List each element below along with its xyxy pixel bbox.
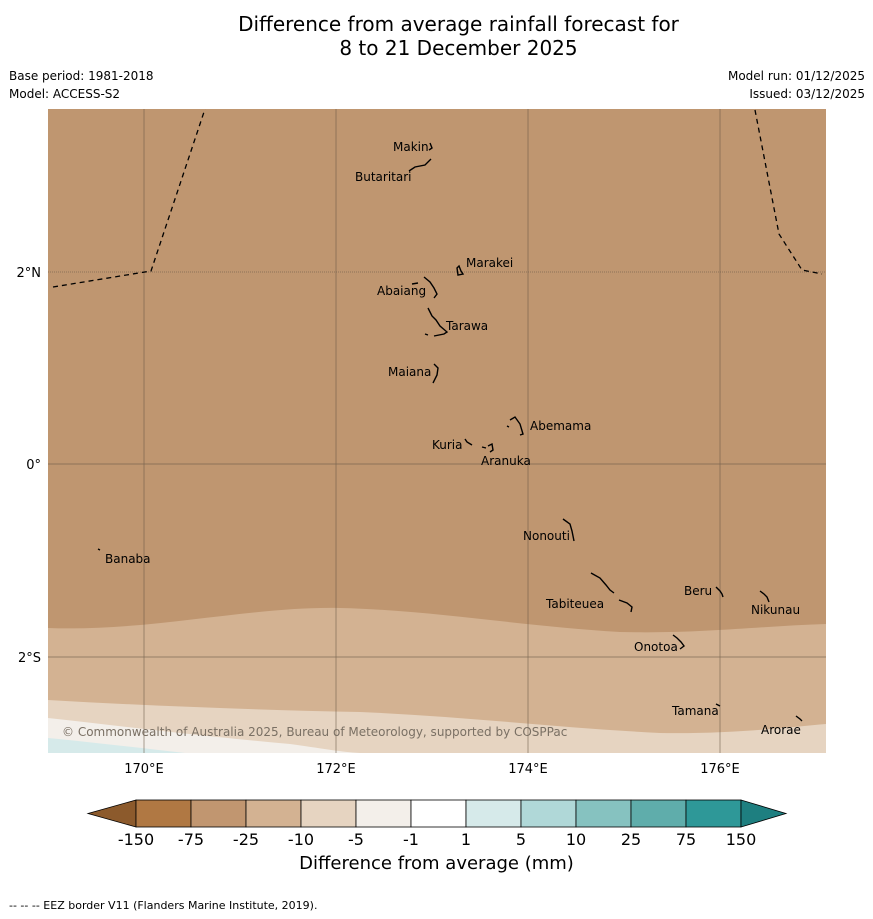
map-title: Difference from average rainfall forecas… xyxy=(0,12,873,60)
model-name: Model: ACCESS-S2 xyxy=(9,87,121,101)
field-wet xyxy=(48,738,185,753)
label-banaba: Banaba xyxy=(105,552,151,566)
colorbar-segment xyxy=(300,799,357,828)
colorbar-segment xyxy=(245,799,302,828)
colorbar-tick: -75 xyxy=(178,830,204,849)
model-run: Model run: 01/12/2025 xyxy=(727,69,865,83)
meta-left: Base period: 1981-2018 Model: ACCESS-S2 xyxy=(9,69,154,105)
meta-right: Model run: 01/12/2025 Issued: 03/12/2025 xyxy=(728,69,865,105)
label-maiana: Maiana xyxy=(388,365,431,379)
colorbar-tick: -5 xyxy=(348,830,364,849)
place-labels: Makin Butaritari Marakei Abaiang Tarawa … xyxy=(105,140,801,737)
lon-tick-174: 174°E xyxy=(508,762,548,777)
field-band-3 xyxy=(48,718,360,753)
colorbar-segment xyxy=(355,799,412,828)
lat-tick-2n: 2°N xyxy=(17,266,42,281)
colorbar-tick: -1 xyxy=(403,830,419,849)
colorbar-tick: 10 xyxy=(566,830,586,849)
colorbar-segment xyxy=(520,799,577,828)
title-line-2: 8 to 21 December 2025 xyxy=(339,36,578,60)
eez-border xyxy=(52,109,823,288)
colorbar-segment xyxy=(575,799,632,828)
label-marakei: Marakei xyxy=(466,256,513,270)
colorbar-tick: 25 xyxy=(621,830,641,849)
colorbar-tick: 75 xyxy=(676,830,696,849)
colorbar-segment xyxy=(465,799,522,828)
label-abaiang: Abaiang xyxy=(377,284,426,298)
label-nikunau: Nikunau xyxy=(751,603,800,617)
lon-tick-172: 172°E xyxy=(316,762,356,777)
title-line-1: Difference from average rainfall forecas… xyxy=(238,12,679,36)
label-beru: Beru xyxy=(684,584,712,598)
colorbar-segment xyxy=(135,799,192,828)
colorbar-tick: -10 xyxy=(288,830,314,849)
colorbar-tick: 5 xyxy=(516,830,526,849)
label-butaritari: Butaritari xyxy=(355,170,412,184)
lon-tick-176: 176°E xyxy=(700,762,740,777)
colorbar: -150 -75 -25 -10 -5 -1 1 5 10 25 75 150 xyxy=(86,799,788,849)
label-tabiteuea: Tabiteuea xyxy=(545,597,604,611)
base-period: Base period: 1981-2018 xyxy=(9,69,154,83)
forecast-field: Makin Butaritari Marakei Abaiang Tarawa … xyxy=(48,109,826,753)
lon-tick-170: 170°E xyxy=(124,762,164,777)
colorbar-tick: 150 xyxy=(726,830,757,849)
copyright-notice: © Commonwealth of Australia 2025, Bureau… xyxy=(62,725,567,739)
colorbar-tick: 1 xyxy=(461,830,471,849)
colorbar-tick: -150 xyxy=(118,830,154,849)
lat-tick-0: 0° xyxy=(26,458,41,473)
label-makin: Makin xyxy=(393,140,429,154)
label-abemama: Abemama xyxy=(530,419,591,433)
label-kuria: Kuria xyxy=(432,438,463,452)
label-tamana: Tamana xyxy=(671,704,719,718)
colorbar-tick: -25 xyxy=(233,830,259,849)
colorbar-extend-high xyxy=(740,799,788,828)
colorbar-segment xyxy=(685,799,742,828)
label-aranuka: Aranuka xyxy=(481,454,531,468)
colorbar-segment xyxy=(410,799,467,828)
label-onotoa: Onotoa xyxy=(634,640,678,654)
colorbar-extend-low xyxy=(86,799,137,828)
colorbar-label: Difference from average (mm) xyxy=(299,853,574,874)
issued-date: Issued: 03/12/2025 xyxy=(749,87,865,101)
island-outlines xyxy=(97,142,803,722)
lat-tick-2s: 2°S xyxy=(18,651,41,666)
lat-tick-labels: 2°N 0° 2°S xyxy=(17,266,42,666)
colorbar-segment xyxy=(190,799,247,828)
lon-tick-labels: 170°E 172°E 174°E 176°E xyxy=(124,762,740,777)
graticule xyxy=(48,109,826,753)
label-tarawa: Tarawa xyxy=(445,319,488,333)
colorbar-segment xyxy=(630,799,687,828)
label-arorae: Arorae xyxy=(761,723,801,737)
eez-footer-note: -- -- -- EEZ border V11 (Flanders Marine… xyxy=(9,899,318,912)
label-nonouti: Nonouti xyxy=(523,529,570,543)
